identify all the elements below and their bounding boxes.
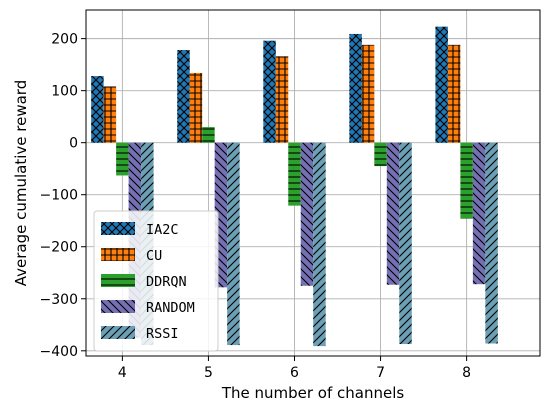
bar-ia2c-4 xyxy=(91,76,104,143)
bar-cu-4 xyxy=(103,86,117,143)
legend-swatch-ia2c xyxy=(101,222,135,235)
y-tick-label: 200 xyxy=(51,32,78,48)
legend-label-rssi: RSSI xyxy=(146,326,179,342)
legend-box xyxy=(93,210,219,352)
y-axis-title: Average cumulative reward xyxy=(12,80,30,286)
legend-label-cu: CU xyxy=(146,248,162,264)
bar-cu-5 xyxy=(189,72,203,143)
bar-random-7 xyxy=(386,142,400,285)
bar-random-6 xyxy=(300,142,314,286)
bar-ddrqn-8 xyxy=(460,142,473,219)
bar-ddrqn-6 xyxy=(288,142,301,206)
bar-ia2c-5 xyxy=(177,50,190,143)
x-tick-label: 6 xyxy=(290,365,299,381)
x-tick-label: 4 xyxy=(118,365,127,381)
y-tick-label: 0 xyxy=(69,136,78,152)
bar-rssi-8 xyxy=(485,142,498,344)
legend-label-ia2c: IA2C xyxy=(146,222,179,238)
x-tick-label: 8 xyxy=(462,365,471,381)
legend: IA2C CU DDRQN RANDOM RSSI xyxy=(93,210,219,352)
legend-swatch-cu xyxy=(101,248,135,261)
bar-cu-7 xyxy=(361,44,375,143)
x-tick-label: 7 xyxy=(376,365,385,381)
bars xyxy=(91,26,498,347)
bar-ddrqn-4 xyxy=(116,142,129,176)
bar-rssi-6 xyxy=(313,142,326,347)
bar-cu-6 xyxy=(275,56,289,143)
y-tick-label: −300 xyxy=(40,292,78,308)
axes: −400 −300 −200 −100 0 100 200 4 5 6 7 8 xyxy=(40,9,541,381)
x-axis-title: The number of channels xyxy=(221,384,405,402)
legend-label-ddrqn: DDRQN xyxy=(146,274,187,290)
legend-swatch-random xyxy=(101,300,135,313)
y-tick-label: −400 xyxy=(40,344,78,360)
y-tick-label: −100 xyxy=(40,188,78,204)
bar-rssi-7 xyxy=(399,142,412,345)
bar-ia2c-7 xyxy=(349,33,362,143)
legend-label-random: RANDOM xyxy=(146,300,195,316)
bar-ddrqn-5 xyxy=(202,127,215,143)
bar-rssi-5 xyxy=(227,142,240,346)
bar-cu-8 xyxy=(447,44,461,143)
bar-ia2c-8 xyxy=(435,26,448,143)
axes-frame xyxy=(85,9,541,357)
y-tick-label: 100 xyxy=(51,84,78,100)
bar-random-8 xyxy=(472,142,486,285)
y-tick-label: −200 xyxy=(40,240,78,256)
legend-swatch-rssi xyxy=(101,326,135,339)
x-tick-label: 5 xyxy=(204,365,213,381)
bar-ddrqn-7 xyxy=(374,142,387,167)
legend-swatch-ddrqn xyxy=(101,274,135,287)
bar-ia2c-6 xyxy=(263,40,276,143)
